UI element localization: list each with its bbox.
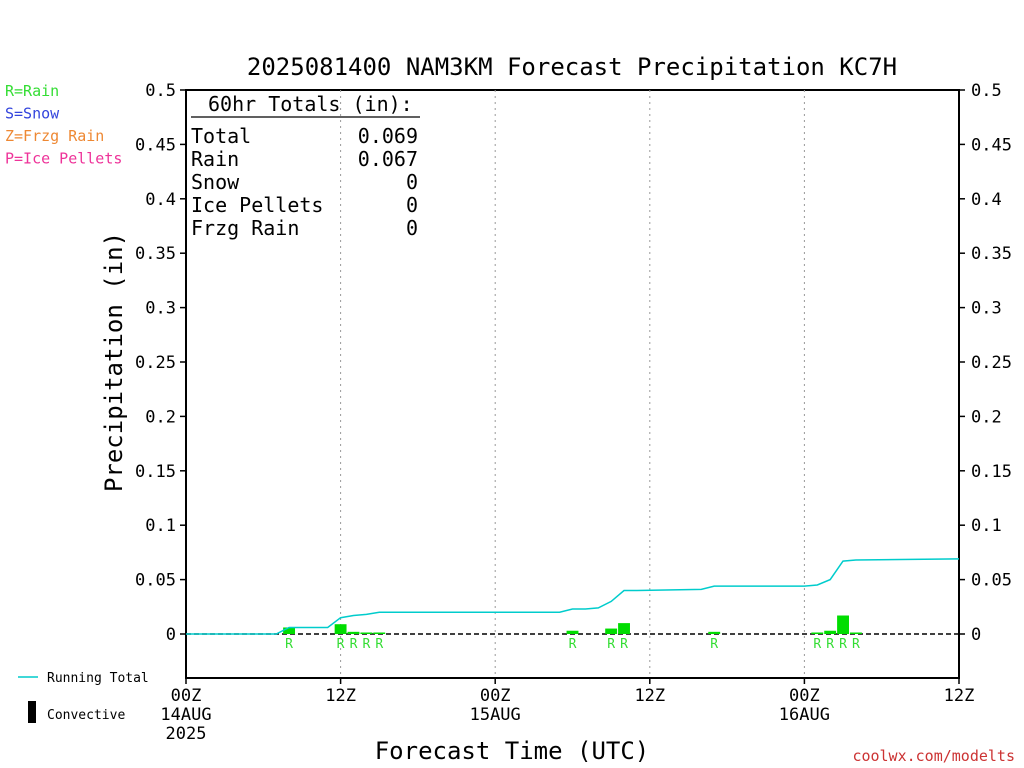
totals-box: 60hr Totals (in): Total 0.069 Rain 0.067 Sno… (191, 92, 420, 240)
grid-lines (340, 90, 805, 678)
precip-bar (618, 623, 630, 634)
precip-type-legend: R=Rain S=Snow Z=Frzg Rain P=Ice Pellets (5, 82, 122, 168)
chart-title: 2025081400 NAM3KM Forecast Precipitation… (247, 53, 897, 81)
precip-type-marker: R (852, 637, 860, 652)
type-legend-item: S=Snow (5, 105, 60, 123)
y-tick-label-right: 0.4 (971, 190, 1002, 210)
precip-type-marker: R (337, 637, 345, 652)
precip-bar (283, 627, 296, 634)
type-legend-item: Z=Frzg Rain (5, 127, 104, 145)
precip-type-marker: R (813, 637, 821, 652)
plot-frame (185, 89, 960, 679)
totals-row-value: 0 (406, 193, 418, 217)
y-tick-label-right: 0.35 (971, 244, 1012, 264)
y-tick-label-left: 0.15 (135, 462, 176, 482)
x-tick-label: 00Z (789, 686, 820, 706)
y-tick-label-right: 0.2 (971, 407, 1002, 427)
bottom-legend: Running Total Convective (18, 671, 149, 723)
precip-bar (360, 632, 373, 634)
y-tick-label-right: 0.15 (971, 462, 1012, 482)
x-tick-label: 00Z (480, 686, 511, 706)
y-tick-label-right: 0.1 (971, 516, 1002, 536)
precip-type-marker: R (569, 637, 577, 652)
totals-row-value: 0 (406, 170, 418, 194)
y-tick-label-left: 0.45 (135, 135, 176, 155)
x-tick-year: 2025 (166, 724, 207, 744)
running-total-legend-label: Running Total (47, 671, 149, 686)
precip-type-marker: R (285, 637, 293, 652)
y-axis-label: Precipitation (in) (100, 232, 128, 492)
precip-bar (566, 630, 579, 634)
precip-bar (708, 631, 721, 634)
precip-bar (849, 632, 862, 634)
totals-row-label: Ice Pellets (191, 193, 323, 217)
y-tick-label-right: 0.05 (971, 571, 1012, 591)
y-tick-label-right: 0.3 (971, 299, 1002, 319)
x-tick-date: 14AUG (160, 705, 211, 725)
y-tick-label-left: 0.2 (145, 407, 176, 427)
convective-legend-label: Convective (47, 708, 125, 723)
y-axis-ticks: 0 00.05 0.050.1 0.10.15 0.150.2 0.20.25 0.250.… (135, 81, 1012, 645)
precip-bar (605, 628, 618, 634)
y-tick-label-left: 0.05 (135, 571, 176, 591)
totals-row-value: 0 (406, 216, 418, 240)
precip-bar (811, 632, 824, 634)
y-tick-label-left: 0.1 (145, 516, 176, 536)
totals-row-label: Total (191, 124, 251, 148)
precip-type-marker: R (839, 637, 847, 652)
precip-type-marker: R (607, 637, 615, 652)
precip-bar (347, 631, 360, 634)
convective-legend-swatch (28, 701, 36, 723)
precip-bar (373, 632, 386, 634)
precip-type-marker: R (350, 637, 358, 652)
y-tick-label-left: 0 (166, 625, 176, 645)
x-tick-label: 12Z (325, 686, 356, 706)
precip-type-marker: R (362, 637, 370, 652)
type-legend-item: R=Rain (5, 82, 59, 100)
precip-type-marker: R (620, 637, 628, 652)
precip-bar (334, 624, 347, 634)
precip-bar (824, 630, 837, 634)
precip-type-marker: R (375, 637, 383, 652)
precip-type-marker: R (826, 637, 834, 652)
y-tick-label-right: 0 (971, 625, 981, 645)
precip-bar (837, 615, 849, 634)
totals-row-value: 0.069 (358, 124, 418, 148)
type-legend-item: P=Ice Pellets (5, 150, 122, 168)
x-tick-label: 12Z (634, 686, 665, 706)
precip-type-marker: R (710, 637, 718, 652)
totals-row-label: Rain (191, 147, 239, 171)
y-tick-label-left: 0.5 (145, 81, 176, 101)
running-total-line (186, 558, 960, 635)
totals-row-label: Frzg Rain (191, 216, 299, 240)
x-tick-label: 00Z (171, 686, 202, 706)
totals-title: 60hr Totals (in): (208, 92, 413, 116)
precip-bars (283, 615, 862, 634)
y-tick-label-left: 0.35 (135, 244, 176, 264)
y-tick-label-right: 0.25 (971, 353, 1012, 373)
y-tick-label-left: 0.4 (145, 190, 176, 210)
y-tick-label-right: 0.5 (971, 81, 1002, 101)
watermark: coolwx.com/modelts (852, 747, 1015, 765)
totals-row-value: 0.067 (358, 147, 418, 171)
y-tick-label-left: 0.3 (145, 299, 176, 319)
x-tick-date: 15AUG (470, 705, 521, 725)
x-axis-label: Forecast Time (UTC) (375, 737, 650, 765)
y-tick-label-left: 0.25 (135, 353, 176, 373)
y-tick-label-right: 0.45 (971, 135, 1012, 155)
x-tick-date: 16AUG (779, 705, 830, 725)
totals-row-label: Snow (191, 170, 240, 194)
x-tick-label: 12Z (944, 686, 975, 706)
